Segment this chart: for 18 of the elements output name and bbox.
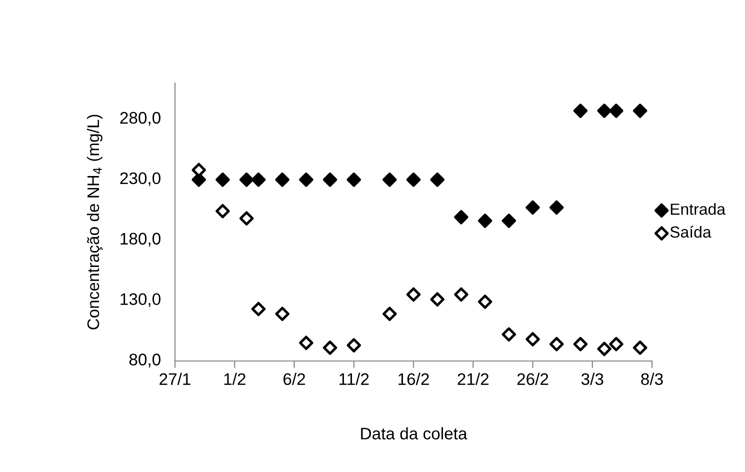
legend-label: Entrada: [670, 203, 726, 215]
x-tick-label: 26/2: [517, 372, 548, 386]
x-tick-label: 11/2: [340, 372, 369, 386]
legend-label: Saída: [670, 226, 712, 238]
x-tick-label: 1/2: [224, 372, 246, 386]
y-axis-title: Concentração de NH$_{4}$ (mg/L): [86, 114, 103, 330]
x-axis-title: Data da coleta: [361, 427, 468, 440]
x-tick-label: 3/3: [581, 372, 604, 386]
y-tick-label: 80,0: [129, 354, 160, 368]
y-tick-label: 230,0: [120, 172, 160, 186]
y-tick-label: 280,0: [120, 112, 160, 126]
x-tick-label: 21/2: [458, 372, 489, 386]
x-tick-label: 8/3: [641, 372, 663, 386]
y-tick-label: 180,0: [120, 232, 160, 247]
y-tick-label: 130,0: [120, 293, 160, 308]
x-tick-label: 27/1: [160, 372, 190, 386]
x-tick-label: 16/2: [398, 372, 429, 386]
x-tick-label: 6/2: [284, 372, 305, 386]
